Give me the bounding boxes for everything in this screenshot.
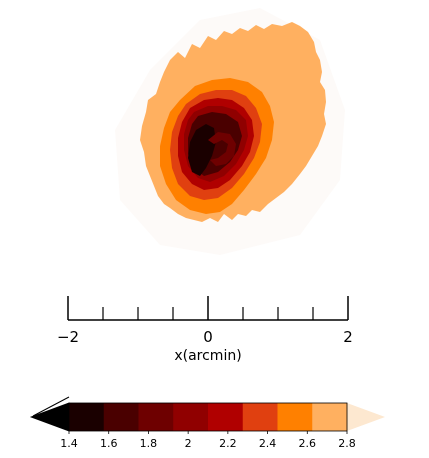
contour-core-hook: [208, 132, 236, 166]
colorbar-segment: [277, 403, 313, 431]
x-axis-label: x(arcmin): [174, 348, 241, 364]
colorbar-segment: [242, 403, 278, 431]
colorbar-tick-label: 2.2: [219, 437, 237, 450]
x-tick-label: 0: [203, 328, 213, 346]
colorbar-tick-label: 1.4: [60, 437, 78, 450]
colorbar-frame: [68, 402, 348, 432]
colorbar-over-extension: [347, 403, 385, 431]
colorbar-segment: [208, 403, 244, 431]
colorbar-segment: [138, 403, 174, 431]
colorbar-tick-label: 2: [185, 437, 192, 450]
colorbar-tick-label: 1.6: [100, 437, 118, 450]
x-tick-label: −2: [57, 328, 79, 346]
colorbar: 1.4 1.6 1.8 2 2.2 2.4 2.6 2.8: [29, 396, 385, 450]
colorbar-segment: [103, 403, 139, 431]
colorbar-extension-edge: [32, 396, 70, 417]
colorbar-segment: [173, 403, 209, 431]
x-tick-label: 2: [343, 328, 353, 346]
colorbar-segment: [312, 403, 348, 431]
contour-level-1.4: [188, 124, 216, 176]
colorbar-tick-label: 1.8: [140, 437, 158, 450]
colorbar-tick-label: 2.8: [338, 437, 356, 450]
x-axis: −2 0 2: [57, 296, 353, 346]
colorbar-tick-label: 2.6: [299, 437, 317, 450]
contour-map: [115, 8, 345, 255]
colorbar-tick-label: 2.4: [259, 437, 277, 450]
colorbar-segment: [69, 403, 105, 431]
